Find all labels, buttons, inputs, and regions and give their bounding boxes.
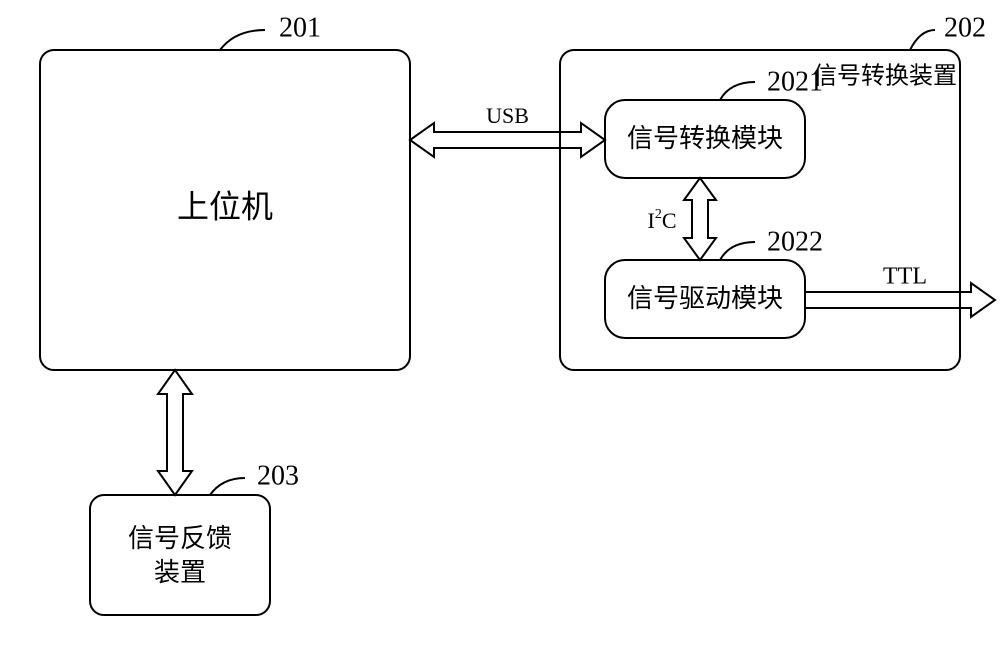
- feedback-leader: [210, 478, 245, 495]
- feedback-arrow: [158, 370, 192, 495]
- driver-number: 2022: [767, 226, 823, 257]
- conv_module-leader: [720, 82, 755, 100]
- host-number: 201: [279, 12, 321, 43]
- usb-label: USB: [486, 103, 529, 128]
- converter-device-label: 信号转换装置: [813, 63, 957, 90]
- converter_box-box: [560, 50, 960, 370]
- converter-module-label: 信号转换模块: [627, 124, 783, 153]
- driver-module-label: 信号驱动模块: [627, 284, 783, 313]
- driver-leader: [720, 242, 755, 260]
- ttl-label: TTL: [883, 264, 927, 290]
- feedback-label-1: 信号反馈: [128, 524, 232, 553]
- host-label: 上位机: [177, 188, 273, 224]
- conv-module-number: 2021: [767, 66, 823, 97]
- host-leader: [220, 30, 265, 50]
- usb-arrow: [410, 123, 605, 157]
- converter-number: 202: [944, 12, 986, 43]
- converter-leader: [910, 30, 935, 50]
- i2c-label: I2C: [647, 207, 676, 233]
- feedback-label-2: 装置: [154, 558, 206, 587]
- feedback_box-box: [90, 495, 270, 615]
- i2c-arrow: [684, 178, 716, 260]
- feedback-number: 203: [257, 460, 299, 491]
